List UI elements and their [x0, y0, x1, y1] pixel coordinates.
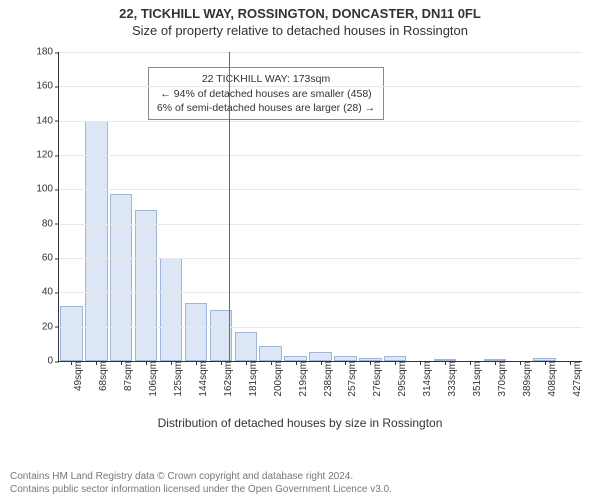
- x-tick-label: 106sqm: [142, 361, 159, 397]
- gridline: [59, 189, 582, 190]
- footer-line1: Contains HM Land Registry data © Crown c…: [10, 471, 590, 484]
- gridline: [59, 86, 582, 87]
- x-tick-label: 333sqm: [441, 361, 458, 397]
- x-tick-label: 219sqm: [292, 361, 309, 397]
- bar-slot: 408sqm: [532, 52, 557, 361]
- histogram-bar: [185, 303, 207, 361]
- x-tick-label: 238sqm: [317, 361, 334, 397]
- x-tick-label: 276sqm: [366, 361, 383, 397]
- y-tick-label: 40: [42, 287, 59, 298]
- gridline: [59, 292, 582, 293]
- x-tick-label: 87sqm: [117, 361, 134, 391]
- bar-slot: 68sqm: [84, 52, 109, 361]
- plot-region: 49sqm68sqm87sqm106sqm125sqm144sqm162sqm1…: [58, 52, 582, 362]
- annotation-box: 22 TICKHILL WAY: 173sqm ← 94% of detache…: [148, 67, 384, 120]
- y-tick-label: 0: [47, 356, 59, 367]
- bar-slot: 314sqm: [408, 52, 433, 361]
- bar-slot: 333sqm: [433, 52, 458, 361]
- marker-line: [229, 52, 230, 361]
- attribution-footer: Contains HM Land Registry data © Crown c…: [10, 471, 590, 496]
- gridline: [59, 224, 582, 225]
- bar-slot: 389sqm: [507, 52, 532, 361]
- histogram-bar: [85, 121, 107, 361]
- y-tick-label: 20: [42, 321, 59, 332]
- title-block: 22, TICKHILL WAY, ROSSINGTON, DONCASTER,…: [0, 0, 600, 40]
- x-tick-label: 351sqm: [466, 361, 483, 397]
- x-tick-label: 162sqm: [217, 361, 234, 397]
- histogram-bar: [60, 306, 82, 361]
- x-tick-label: 181sqm: [242, 361, 259, 397]
- x-tick-label: 257sqm: [341, 361, 358, 397]
- x-tick-label: 200sqm: [267, 361, 284, 397]
- x-axis-label: Distribution of detached houses by size …: [8, 416, 592, 430]
- address-title: 22, TICKHILL WAY, ROSSINGTON, DONCASTER,…: [0, 6, 600, 23]
- bar-slot: 87sqm: [109, 52, 134, 361]
- bar-slot: 49sqm: [59, 52, 84, 361]
- histogram-bar: [259, 346, 281, 361]
- histogram-bar: [235, 332, 257, 361]
- x-tick-label: 408sqm: [541, 361, 558, 397]
- y-tick-label: 160: [36, 81, 59, 92]
- histogram-bar: [160, 258, 182, 361]
- y-tick-label: 140: [36, 115, 59, 126]
- annot-line3: 6% of semi-detached houses are larger (2…: [157, 101, 375, 115]
- footer-line2: Contains public sector information licen…: [10, 484, 590, 497]
- bar-slot: 295sqm: [383, 52, 408, 361]
- x-tick-label: 68sqm: [92, 361, 109, 391]
- y-tick-label: 120: [36, 150, 59, 161]
- subtitle: Size of property relative to detached ho…: [0, 23, 600, 40]
- gridline: [59, 155, 582, 156]
- x-tick-label: 295sqm: [391, 361, 408, 397]
- x-tick-label: 427sqm: [566, 361, 583, 397]
- histogram-bar: [309, 352, 331, 361]
- x-tick-label: 389sqm: [516, 361, 533, 397]
- gridline: [59, 327, 582, 328]
- annot-line2: ← 94% of detached houses are smaller (45…: [157, 87, 375, 101]
- annot-line1: 22 TICKHILL WAY: 173sqm: [157, 72, 375, 86]
- bar-slot: 370sqm: [482, 52, 507, 361]
- histogram-bar: [135, 210, 157, 361]
- gridline: [59, 121, 582, 122]
- chart-area: Number of detached properties 49sqm68sqm…: [8, 48, 592, 428]
- bar-slot: 351sqm: [458, 52, 483, 361]
- y-tick-label: 100: [36, 184, 59, 195]
- y-tick-label: 60: [42, 253, 59, 264]
- x-tick-label: 144sqm: [192, 361, 209, 397]
- x-tick-label: 49sqm: [67, 361, 84, 391]
- x-tick-label: 314sqm: [416, 361, 433, 397]
- x-tick-label: 125sqm: [167, 361, 184, 397]
- y-tick-label: 80: [42, 218, 59, 229]
- histogram-bar: [110, 194, 132, 361]
- x-tick-label: 370sqm: [491, 361, 508, 397]
- gridline: [59, 258, 582, 259]
- y-tick-label: 180: [36, 47, 59, 58]
- bar-slot: 427sqm: [557, 52, 582, 361]
- gridline: [59, 52, 582, 53]
